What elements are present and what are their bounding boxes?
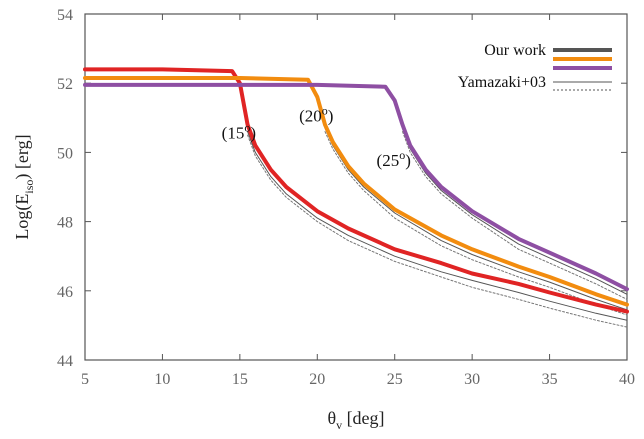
series-layer [83,67,629,328]
annotation-degree: o [244,121,250,135]
yamazaki-curve-15 [247,131,628,321]
y-tick-label: 54 [57,7,73,24]
annotation-layer: (15o)(20o)(25o) [222,103,411,170]
x-tick-label: 40 [619,371,635,388]
x-axis-title-rest: [deg] [342,408,384,428]
y-tick-label: 50 [57,145,73,162]
axis-ticks: 5 10 15 20 25 30 35 40 44 46 48 50 52 54 [57,7,635,388]
annotation-close: ) [328,106,334,125]
y-tick-label: 44 [57,353,73,370]
yamazaki-curve-15-dotted [247,134,628,328]
annotation-text: (15 [222,124,245,143]
x-axis-title-main: θ [327,408,336,428]
annotation-close: ) [405,151,411,170]
yamazaki-curve-20 [324,127,628,311]
our-work-curve-25 [83,82,629,292]
angle-annotation: (25o) [377,148,411,170]
x-axis-title-sub: v [336,418,342,432]
y-axis-title-rest: ) [erg] [12,134,33,179]
yamazaki-curve-20-dotted [324,131,628,316]
x-tick-label: 30 [464,371,480,388]
y-axis-title: Log(Eiso) [erg] [12,134,36,239]
yamazaki-curve-25 [402,127,628,295]
yamazaki-curve-25-dotted [402,131,628,300]
annotation-degree: o [322,103,328,117]
annotation-text: (20 [299,106,322,125]
annotation-degree: o [399,148,405,162]
angle-annotation: (20o) [299,103,333,125]
angle-annotation: (15o) [222,121,256,143]
legend-label-our-work: Our work [484,42,546,59]
x-tick-label: 5 [81,371,89,388]
y-tick-label: 46 [57,284,73,301]
x-tick-label: 35 [542,371,558,388]
annotation-text: (25 [377,151,400,170]
y-tick-label: 52 [57,76,73,93]
y-tick-label: 48 [57,215,73,232]
plot-frame [84,13,628,361]
our-work-curve-20 [83,76,629,307]
y-axis-title-sub: iso [22,180,36,194]
x-tick-label: 10 [154,371,170,388]
legend-label-yamazaki: Yamazaki+03 [458,74,546,91]
annotation-close: ) [250,124,256,143]
legend: Our work Yamazaki+03 [458,42,612,91]
x-tick-label: 15 [232,371,248,388]
y-axis-title-main: Log(E [12,194,33,240]
x-axis-title: θv [deg] [327,408,384,432]
x-tick-label: 25 [387,371,403,388]
x-tick-label: 20 [309,371,325,388]
